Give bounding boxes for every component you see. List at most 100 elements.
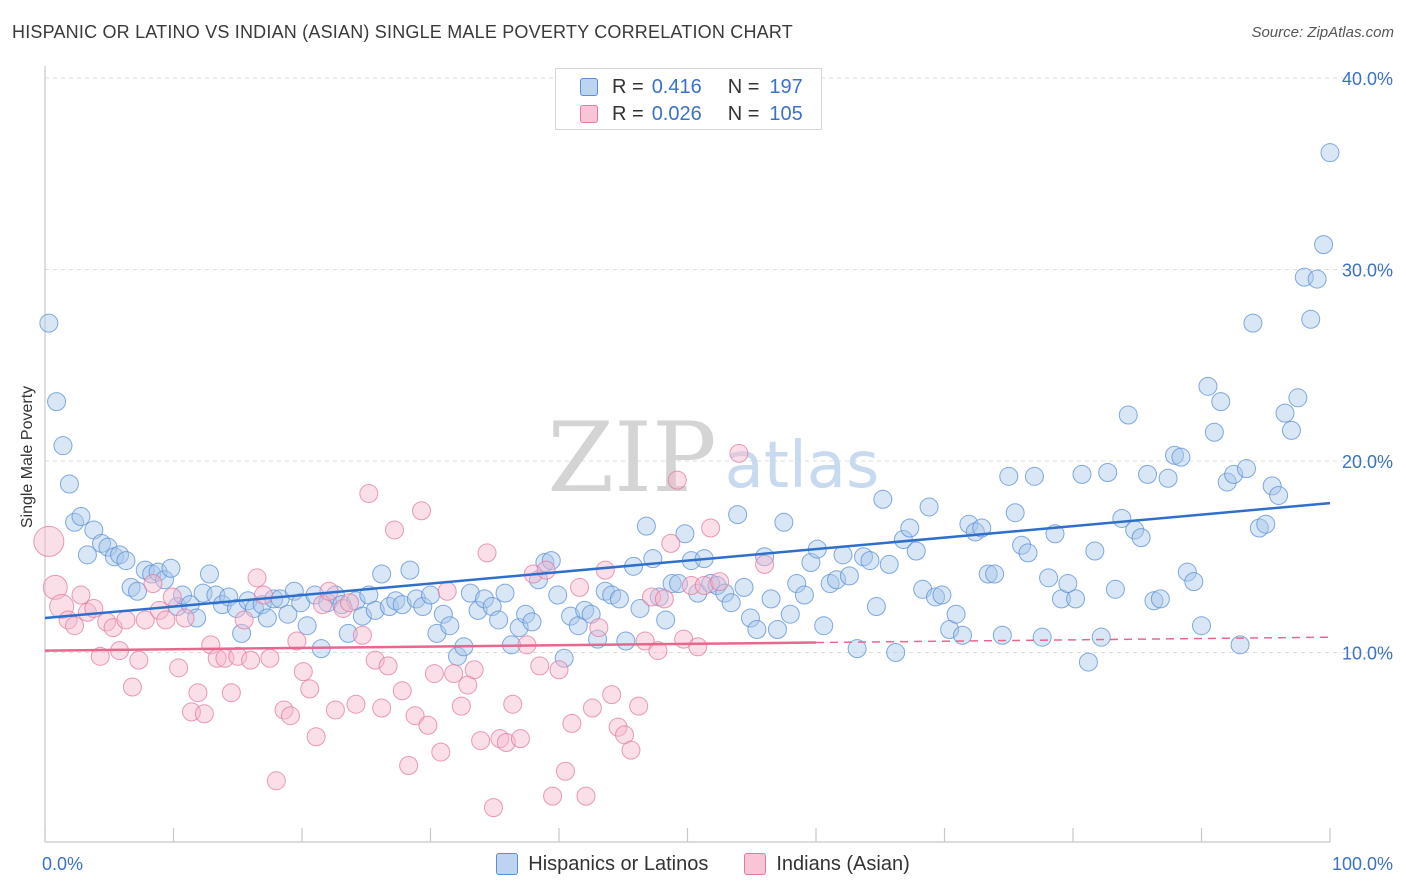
indian-point: [549, 660, 569, 680]
hispanic-point: [1058, 574, 1078, 594]
hispanic-point: [1118, 405, 1138, 425]
stats-legend: R = 0.416 N = 197 R = 0.026 N = 105: [555, 68, 822, 130]
tick-labels: 10.0% 20.0% 30.0% 40.0% 0.0% 100.0%: [42, 69, 1393, 874]
pink-swatch-icon: [580, 105, 598, 123]
hispanic-point: [440, 616, 460, 636]
trend-line-extension: [815, 636, 1331, 644]
indian-point: [340, 593, 360, 613]
hispanic-point: [656, 610, 676, 630]
hispanic-point: [468, 600, 488, 620]
hispanic-point: [630, 598, 650, 618]
legend-item-indian[interactable]: Indians (Asian): [744, 853, 910, 876]
hispanic-point: [516, 604, 536, 624]
r-label: R =: [612, 102, 644, 125]
indian-point: [325, 700, 345, 720]
hispanic-point: [116, 551, 136, 571]
hispanic-point: [1204, 422, 1224, 442]
indian-point: [122, 677, 142, 697]
stats-row-indian: R = 0.026 N = 105: [580, 102, 803, 126]
y-tick-label: 20.0%: [1342, 452, 1393, 472]
hispanic-point: [1243, 313, 1263, 333]
indian-point: [543, 786, 563, 806]
indian-point: [451, 696, 471, 716]
hispanic-point: [1236, 459, 1256, 479]
hispanic-point: [495, 583, 515, 603]
hispanic-point: [338, 623, 358, 643]
hispanic-point: [1066, 589, 1086, 609]
r-label: R =: [612, 75, 644, 98]
hispanic-point: [814, 616, 834, 636]
legend-label: Hispanics or Latinos: [528, 852, 709, 875]
hispanic-point: [433, 604, 453, 624]
y-tick-label: 30.0%: [1342, 261, 1393, 281]
hispanic-point: [98, 537, 118, 557]
hispanic-point: [474, 589, 494, 609]
indian-point: [570, 577, 590, 597]
hispanic-point: [715, 583, 735, 603]
hispanic-point: [833, 545, 853, 565]
hispanic-point: [148, 562, 168, 582]
hispanic-point: [919, 497, 939, 517]
indian-point: [503, 694, 523, 714]
indian-point: [667, 470, 687, 490]
hispanic-point: [906, 541, 926, 561]
hispanic-point: [257, 608, 277, 628]
stats-row-hispanic: R = 0.416 N = 197: [580, 75, 803, 99]
hispanic-point: [932, 585, 952, 605]
hispanic-point: [636, 516, 656, 536]
hispanic-point: [1085, 541, 1105, 561]
hispanic-point: [1171, 447, 1191, 467]
hispanic-point: [774, 512, 794, 532]
hispanic-point: [992, 625, 1012, 645]
indian-point: [306, 727, 326, 747]
indian-point: [562, 713, 582, 733]
indian-point: [266, 771, 286, 791]
hispanic-point: [1275, 403, 1295, 423]
y-tick-label: 40.0%: [1342, 69, 1393, 89]
hispanic-point: [794, 585, 814, 605]
hispanic-point: [827, 570, 847, 590]
hispanic-point: [413, 597, 433, 617]
indian-point: [156, 610, 176, 630]
indian-point: [688, 637, 708, 657]
indian-point: [392, 681, 412, 701]
hispanic-point: [728, 505, 748, 525]
indian-point: [755, 554, 775, 574]
hispanic-point: [1098, 462, 1118, 482]
data-points: [33, 143, 1340, 818]
indian-point: [536, 560, 556, 580]
hispanic-point: [1138, 464, 1158, 484]
x-tick-label: 100.0%: [1332, 854, 1393, 874]
indian-point: [247, 568, 267, 588]
indian-point: [169, 658, 189, 678]
hispanic-point: [740, 608, 760, 628]
hispanic-point: [1131, 528, 1151, 548]
indian-point: [49, 594, 75, 620]
hispanic-point: [747, 620, 767, 640]
indian-point: [710, 572, 730, 592]
hispanic-point: [1024, 466, 1044, 486]
hispanic-point: [47, 392, 67, 412]
hispanic-point: [535, 552, 555, 572]
hispanic-point: [365, 600, 385, 620]
trend-lines: [44, 501, 1331, 652]
axes: [44, 66, 1331, 843]
indian-point: [33, 525, 65, 557]
hispanic-point: [489, 610, 509, 630]
indian-point: [418, 715, 438, 735]
indian-point: [129, 650, 149, 670]
indian-point: [293, 662, 313, 682]
hispanic-point: [522, 612, 542, 632]
indian-point: [589, 618, 609, 638]
indian-point: [729, 443, 749, 463]
hispanic-point: [675, 524, 695, 544]
indian-point: [352, 625, 372, 645]
indian-point: [71, 585, 91, 605]
legend-item-hispanic[interactable]: Hispanics or Latinos: [496, 853, 708, 876]
hispanic-point: [372, 564, 392, 584]
hispanic-point: [155, 570, 175, 590]
indian-point: [116, 610, 136, 630]
hispanic-point: [721, 593, 741, 613]
hispanic-point: [734, 577, 754, 597]
